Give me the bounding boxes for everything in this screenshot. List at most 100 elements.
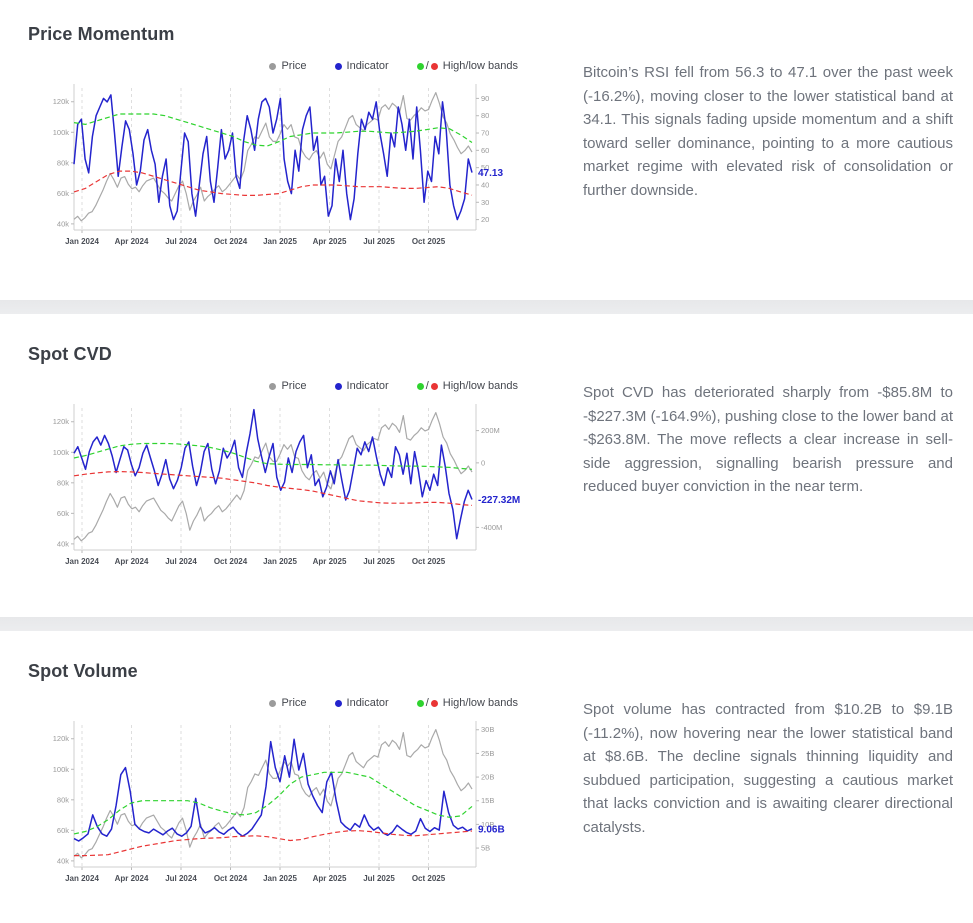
svg-text:Oct 2025: Oct 2025 — [412, 557, 446, 566]
section-divider — [0, 300, 973, 314]
svg-text:Apr 2024: Apr 2024 — [115, 874, 149, 883]
low-band-dot-icon — [430, 382, 438, 390]
svg-text:Oct 2025: Oct 2025 — [412, 237, 446, 246]
svg-text:Jul 2024: Jul 2024 — [165, 874, 197, 883]
svg-text:Oct 2024: Oct 2024 — [214, 557, 248, 566]
price-momentum-chart[interactable]: Jan 2024 Apr 2024 Jul 2024 Oct 2024 Jan 2025… — [40, 80, 532, 258]
svg-text:50: 50 — [481, 163, 489, 172]
svg-text:30: 30 — [481, 198, 489, 207]
svg-text:Apr 2025: Apr 2025 — [313, 874, 347, 883]
legend-bands-label: High/low bands — [442, 380, 518, 392]
legend-slash: / — [425, 380, 429, 392]
svg-text:0: 0 — [481, 458, 485, 467]
price-momentum-description: Bitcoin’s RSI fell from 56.3 to 47.1 ove… — [583, 64, 953, 199]
svg-text:Oct 2024: Oct 2024 — [214, 237, 248, 246]
indicator-dot-icon — [334, 382, 342, 390]
low-band-dot-icon — [430, 62, 438, 70]
spot-volume-chart[interactable]: Jan 2024 Apr 2024 Jul 2024 Oct 2024 Jan 2025… — [40, 717, 532, 895]
section-title-spot-volume: Spot Volume — [28, 661, 138, 681]
svg-text:Jul 2025: Jul 2025 — [363, 557, 395, 566]
indicator-dot-icon — [334, 699, 342, 707]
legend-item-bands[interactable]: / High/low bands — [416, 697, 518, 709]
svg-text:40k: 40k — [57, 856, 69, 865]
svg-text:Jul 2024: Jul 2024 — [165, 557, 197, 566]
svg-text:120k: 120k — [53, 734, 70, 743]
svg-text:Jul 2024: Jul 2024 — [165, 237, 197, 246]
chart-column: Price Indicator / High/low bands Jan 2024… — [40, 696, 540, 900]
section-title-spot-cvd: Spot CVD — [28, 344, 112, 364]
svg-text:47.13: 47.13 — [478, 168, 503, 179]
svg-text:40k: 40k — [57, 219, 69, 228]
svg-text:100k: 100k — [53, 448, 70, 457]
svg-text:Jan 2024: Jan 2024 — [65, 237, 99, 246]
legend-bands-label: High/low bands — [442, 60, 518, 72]
svg-text:40k: 40k — [57, 539, 69, 548]
high-band-dot-icon — [416, 699, 424, 707]
chart-column: Price Indicator / High/low bands Jan 2024… — [40, 59, 540, 263]
legend-item-price[interactable]: Price — [269, 60, 307, 72]
svg-text:Jan 2024: Jan 2024 — [65, 557, 99, 566]
svg-text:60k: 60k — [57, 189, 69, 198]
legend-item-bands[interactable]: / High/low bands — [416, 380, 518, 392]
svg-text:Apr 2025: Apr 2025 — [313, 237, 347, 246]
svg-text:70: 70 — [481, 129, 489, 138]
svg-text:Apr 2024: Apr 2024 — [115, 237, 149, 246]
section-spot-volume: Spot Volume Price Indicator / High/low ba… — [0, 631, 973, 923]
legend-price-label: Price — [281, 697, 307, 709]
svg-text:Oct 2025: Oct 2025 — [412, 874, 446, 883]
svg-text:200M: 200M — [481, 426, 500, 435]
svg-text:60: 60 — [481, 146, 489, 155]
section-price-momentum: Price Momentum Price Indicator / High/low… — [0, 0, 973, 300]
svg-text:90: 90 — [481, 94, 489, 103]
svg-text:80k: 80k — [57, 158, 69, 167]
svg-text:-227.32M: -227.32M — [478, 495, 520, 506]
svg-text:60k: 60k — [57, 826, 69, 835]
spot-cvd-chart[interactable]: Jan 2024 Apr 2024 Jul 2024 Oct 2024 Jan 2025… — [40, 400, 532, 578]
low-band-dot-icon — [430, 699, 438, 707]
svg-text:Jan 2025: Jan 2025 — [263, 557, 297, 566]
svg-text:80: 80 — [481, 111, 489, 120]
svg-text:20B: 20B — [481, 773, 494, 782]
price-dot-icon — [269, 62, 277, 70]
legend-item-indicator[interactable]: Indicator — [334, 697, 389, 709]
high-band-dot-icon — [416, 62, 424, 70]
svg-text:9.06B: 9.06B — [478, 824, 505, 835]
legend-indicator-label: Indicator — [346, 60, 389, 72]
legend-slash: / — [425, 697, 429, 709]
svg-text:25B: 25B — [481, 749, 494, 758]
chart-legend: Price Indicator / High/low bands — [40, 696, 532, 710]
svg-text:60k: 60k — [57, 509, 69, 518]
section-spot-cvd: Spot CVD Price Indicator / High/low bands… — [0, 314, 973, 617]
high-band-dot-icon — [416, 382, 424, 390]
chart-legend: Price Indicator / High/low bands — [40, 379, 532, 393]
price-dot-icon — [269, 382, 277, 390]
svg-text:15B: 15B — [481, 796, 494, 805]
svg-text:Jan 2025: Jan 2025 — [263, 874, 297, 883]
svg-text:10B: 10B — [481, 820, 494, 829]
svg-text:Oct 2024: Oct 2024 — [214, 874, 248, 883]
legend-item-indicator[interactable]: Indicator — [334, 60, 389, 72]
svg-text:Jan 2024: Jan 2024 — [65, 874, 99, 883]
svg-text:100k: 100k — [53, 765, 70, 774]
chart-column: Price Indicator / High/low bands Jan 2024… — [40, 379, 540, 583]
svg-text:Jul 2025: Jul 2025 — [363, 874, 395, 883]
svg-text:Jan 2025: Jan 2025 — [263, 237, 297, 246]
svg-text:80k: 80k — [57, 795, 69, 804]
svg-text:80k: 80k — [57, 478, 69, 487]
svg-text:120k: 120k — [53, 97, 70, 106]
chart-legend: Price Indicator / High/low bands — [40, 59, 532, 73]
legend-item-price[interactable]: Price — [269, 380, 307, 392]
svg-text:20: 20 — [481, 215, 489, 224]
legend-slash: / — [425, 60, 429, 72]
legend-item-bands[interactable]: / High/low bands — [416, 60, 518, 72]
spot-cvd-description: Spot CVD has deteriorated sharply from -… — [583, 384, 953, 495]
indicator-dot-icon — [334, 62, 342, 70]
svg-text:120k: 120k — [53, 417, 70, 426]
legend-price-label: Price — [281, 380, 307, 392]
legend-item-indicator[interactable]: Indicator — [334, 380, 389, 392]
legend-bands-label: High/low bands — [442, 697, 518, 709]
legend-item-price[interactable]: Price — [269, 697, 307, 709]
spot-volume-description: Spot volume has contracted from $10.2B t… — [583, 701, 953, 836]
svg-text:40: 40 — [481, 180, 489, 189]
